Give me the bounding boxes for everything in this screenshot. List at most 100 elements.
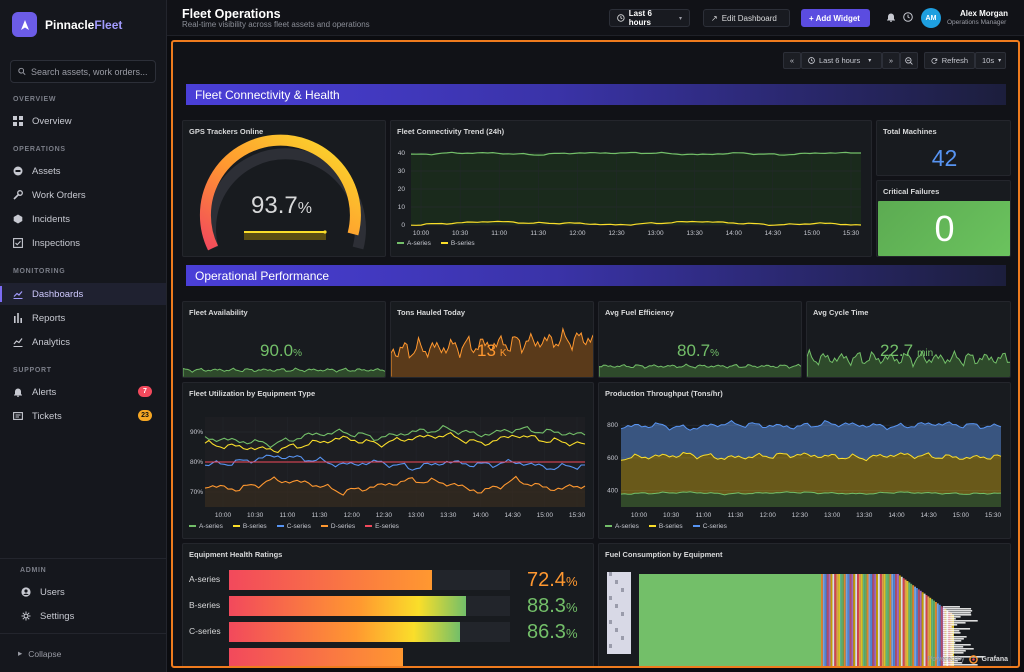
fuel-bar-slice	[843, 574, 846, 666]
x-tick-label: 12:00	[569, 230, 586, 237]
total-machines-value: 42	[931, 145, 958, 171]
fuel-bar-slice	[859, 574, 861, 666]
add-widget-button[interactable]: + Add Widget	[801, 9, 870, 27]
sidebar-item-dashboards[interactable]: Dashboards	[0, 283, 166, 305]
fuel-bar-slice	[870, 574, 873, 666]
fuel-bar-slice	[840, 574, 842, 666]
collapse-label: Collapse	[28, 648, 62, 659]
sidebar-item-settings[interactable]: Settings	[0, 605, 166, 627]
panel-cycle-time[interactable]: Avg Cycle Time 22.7 min	[806, 301, 1011, 378]
connectivity-legend: A-series B-series	[397, 240, 475, 247]
panel-fleet-availability[interactable]: Fleet Availability 90.0%	[182, 301, 386, 378]
legend-label: C-series	[286, 523, 311, 530]
fuel-bar-slice	[834, 574, 837, 666]
panel-production-throughput[interactable]: Production Throughput (Tons/hr) 400 600 80…	[598, 382, 1011, 539]
panel-connectivity-trend[interactable]: Fleet Connectivity Trend (24h) 0 10 20 30 40…	[390, 120, 872, 257]
sidebar-item-reports[interactable]: Reports	[0, 307, 166, 329]
health-bar-fill	[229, 648, 403, 666]
time-range-picker[interactable]: Last 6 hours ▾	[609, 9, 690, 27]
powered-by-product: Grafana	[981, 656, 1008, 663]
fuel-bar-slice	[838, 574, 840, 666]
fuel-bar-segment	[621, 588, 624, 592]
fuel-bar-tail	[943, 642, 956, 644]
dashboard-time-picker[interactable]: Last 6 hours ▾	[801, 52, 882, 69]
fuel-efficiency-unit: %	[710, 348, 719, 359]
fuel-bar-main	[639, 574, 821, 666]
x-tick-label: 10:30	[663, 512, 680, 519]
panel-tons-hauled[interactable]: Tons Hauled Today 13 K	[390, 301, 594, 378]
sidebar-item-analytics[interactable]: Analytics	[0, 331, 166, 353]
grafana-logo-icon	[968, 655, 978, 664]
sidebar-item-label: Incidents	[32, 213, 71, 225]
page-title: Fleet Operations	[182, 7, 281, 21]
time-back-button[interactable]: «	[783, 52, 801, 69]
section-overview: OVERVIEW	[13, 96, 57, 103]
panel-critical-failures[interactable]: Critical Failures 0	[876, 180, 1011, 257]
zoom-out-button[interactable]	[900, 52, 918, 69]
panel-equipment-health[interactable]: Equipment Health Ratings A-series 72.4% B-…	[182, 543, 594, 666]
avatar[interactable]: AM	[921, 8, 941, 28]
panel-total-machines[interactable]: Total Machines 42	[876, 120, 1011, 176]
sidebar-item-tickets[interactable]: Tickets 23	[0, 405, 166, 427]
sidebar-item-work-orders[interactable]: Work Orders	[0, 184, 166, 206]
production-throughput-chart: 400 600 800 10:00 10:30 11:00 11:30 12:00 12:30 1…	[607, 419, 1002, 519]
legend-label: B-series	[242, 523, 267, 530]
health-bar-unit: %	[565, 574, 578, 589]
fuel-bar-slice	[935, 602, 937, 666]
x-tick-label: 10:00	[631, 512, 648, 519]
edit-dashboard-label: Edit Dashboard	[721, 13, 777, 23]
availability-unit: %	[293, 348, 302, 359]
sidebar-item-label: Work Orders	[32, 189, 86, 201]
sidebar-item-label: Reports	[32, 312, 66, 324]
edit-dashboard-button[interactable]: ↗ Edit Dashboard	[703, 9, 790, 27]
chevrons-right-icon: »	[888, 56, 894, 65]
fuel-efficiency-number: 80.7	[677, 341, 711, 360]
panel-fuel-consumption[interactable]: Fuel Consumption by Equipment	[598, 543, 1011, 666]
fuel-bar-slice	[857, 574, 859, 666]
row-header-performance[interactable]: Operational Performance	[186, 265, 1006, 286]
chevron-down-icon: ▾	[678, 15, 682, 22]
refresh-interval-select[interactable]: 10s ▾	[975, 52, 1006, 69]
dashboard-canvas: « Last 6 hours ▾ » Refresh 10s ▾ Fleet C…	[171, 40, 1020, 668]
add-widget-label: + Add Widget	[809, 13, 860, 23]
collapse-button[interactable]: ▸ Collapse	[18, 648, 61, 659]
gauge-sparkline-dot	[323, 230, 327, 234]
x-tick-label: 14:00	[888, 512, 905, 519]
x-tick-label: 15:30	[843, 230, 860, 237]
sidebar-item-inspections[interactable]: Inspections	[0, 232, 166, 254]
clock-icon	[808, 57, 815, 64]
legend-label: C-series	[702, 523, 727, 530]
sidebar-item-users[interactable]: Users	[0, 581, 166, 603]
brand[interactable]: PinnacleFleet	[12, 12, 122, 37]
search-box[interactable]	[10, 60, 156, 83]
refresh-button[interactable]: Refresh	[924, 52, 975, 69]
notifications-bell-icon[interactable]	[886, 12, 896, 22]
sidebar-item-assets[interactable]: Assets	[0, 160, 166, 182]
panel-gps-trackers[interactable]: GPS Trackers Online 93.7%	[182, 120, 386, 257]
fuel-bar-tail	[943, 656, 985, 658]
bell-icon	[13, 387, 23, 397]
fuel-bar-slice	[889, 574, 892, 666]
y-tick-label: 10	[398, 204, 406, 211]
panel-title: Avg Fuel Efficiency	[605, 308, 674, 317]
fuel-bar-slice	[908, 582, 911, 666]
sidebar-item-overview[interactable]: Overview	[0, 110, 166, 132]
panel-fleet-utilization[interactable]: Fleet Utilization by Equipment Type 70% 8…	[182, 382, 594, 539]
fuel-bar-slice	[919, 590, 922, 666]
history-clock-icon[interactable]	[903, 12, 913, 22]
fuel-bar-slice	[895, 574, 897, 666]
clock-icon	[617, 14, 625, 22]
refresh-icon	[931, 57, 938, 64]
sidebar-item-alerts[interactable]: Alerts 7	[0, 381, 166, 403]
chevron-down-icon: ▾	[868, 58, 872, 64]
fuel-bar-slice	[933, 600, 935, 666]
time-forward-button[interactable]: »	[882, 52, 900, 69]
fuel-bar-tail	[943, 640, 962, 642]
health-bar-unit: %	[565, 600, 578, 615]
chart-line-icon	[13, 289, 23, 299]
search-input[interactable]	[31, 66, 148, 77]
panel-fuel-efficiency[interactable]: Avg Fuel Efficiency 80.7%	[598, 301, 802, 378]
row-header-connectivity[interactable]: Fleet Connectivity & Health	[186, 84, 1006, 105]
sidebar-item-incidents[interactable]: Incidents	[0, 208, 166, 230]
panel-title: Critical Failures	[883, 187, 940, 196]
